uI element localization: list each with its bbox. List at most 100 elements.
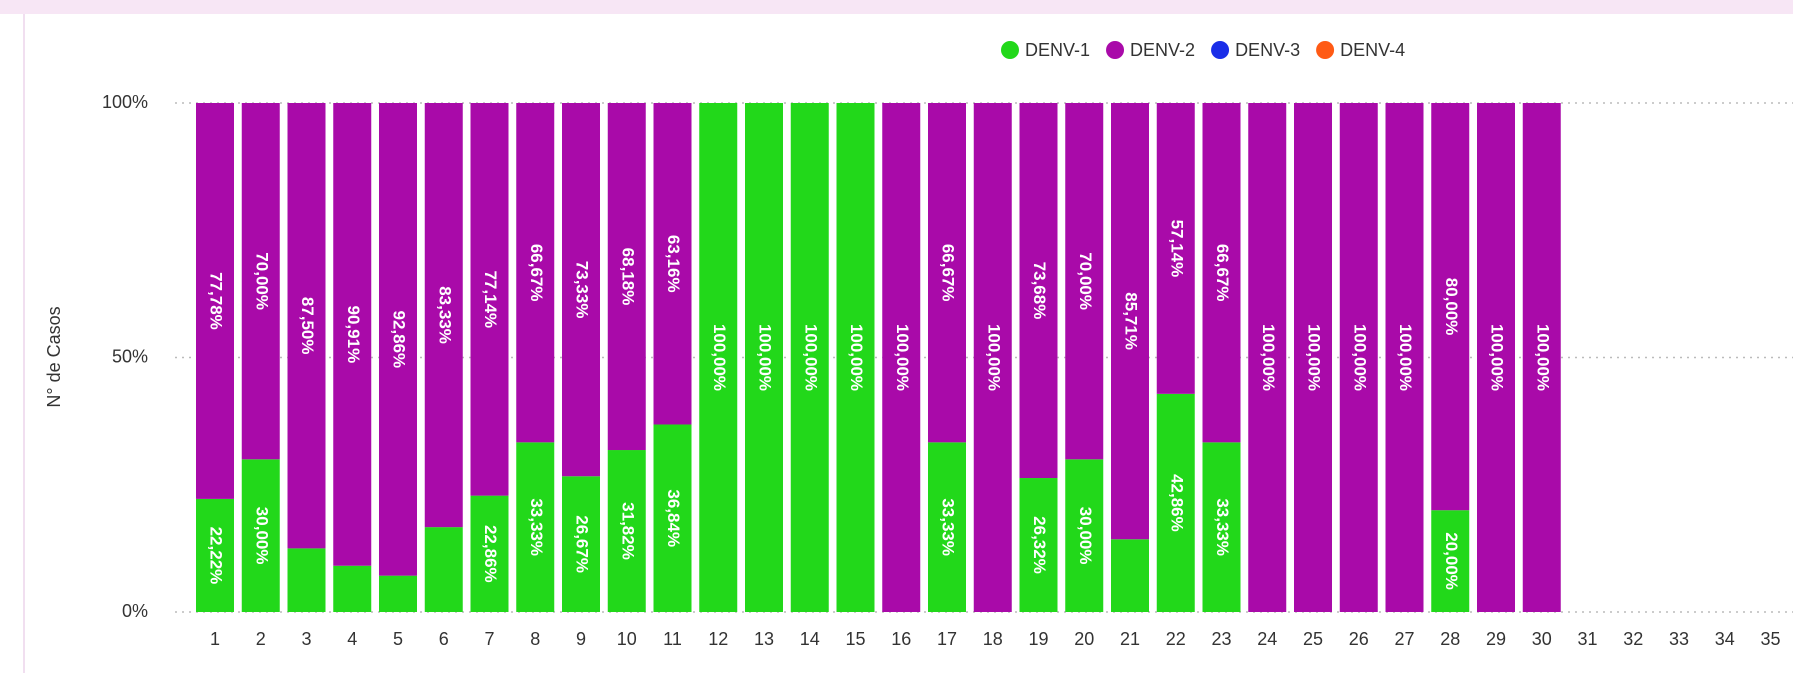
x-tick-label: 14 [800, 629, 820, 649]
bar-segment [745, 103, 783, 612]
data-label: 100,00% [710, 324, 729, 391]
data-label: 85,71% [1122, 292, 1141, 350]
x-tick-label: 15 [845, 629, 865, 649]
x-tick-label: 25 [1303, 629, 1323, 649]
bar-segment [1431, 103, 1470, 511]
x-tick-label: 23 [1211, 629, 1231, 649]
data-label: 70,00% [252, 252, 271, 310]
bar-segment [1019, 478, 1058, 612]
bar-segment [1111, 539, 1149, 612]
data-label: 70,00% [1076, 252, 1095, 310]
data-label: 73,68% [1030, 262, 1049, 320]
bar-segment [1385, 103, 1424, 612]
x-tick-label: 3 [301, 629, 311, 649]
y-tick-label: 0% [122, 601, 148, 621]
data-label: 63,16% [664, 235, 683, 293]
bar-segment [1477, 103, 1515, 612]
bar-segment [1431, 510, 1470, 612]
data-label: 66,67% [939, 244, 958, 302]
bar-segment [836, 103, 875, 612]
x-tick-label: 27 [1394, 629, 1414, 649]
x-tick-label: 33 [1669, 629, 1689, 649]
bar-segment [653, 424, 692, 612]
x-tick-label: 22 [1166, 629, 1186, 649]
data-label: 100,00% [1259, 324, 1278, 391]
data-label: 66,67% [1213, 244, 1232, 302]
data-label: 77,14% [481, 270, 500, 328]
bar-segment [333, 565, 372, 612]
data-label: 57,14% [1167, 220, 1186, 278]
y-tick-label: 50% [112, 346, 148, 366]
bar-segment [470, 103, 509, 496]
legend-label: DENV-3 [1235, 40, 1300, 60]
bar-segment [470, 495, 509, 612]
data-label: 100,00% [847, 324, 866, 391]
bar-segment [241, 459, 280, 612]
x-tick-label: 32 [1623, 629, 1643, 649]
bar-segment [287, 548, 326, 612]
x-tick-label: 34 [1715, 629, 1735, 649]
x-tick-label: 12 [708, 629, 728, 649]
data-label: 30,00% [252, 507, 271, 565]
data-label: 100,00% [1488, 324, 1507, 391]
data-label: 100,00% [1533, 324, 1552, 391]
x-tick-label: 1 [210, 629, 220, 649]
bar-segment [1065, 459, 1104, 612]
legend-label: DENV-2 [1130, 40, 1195, 60]
x-tick-label: 18 [983, 629, 1003, 649]
bar-segment [1339, 103, 1378, 612]
data-label: 26,67% [573, 515, 592, 573]
bar-segment [699, 103, 738, 612]
data-label: 26,32% [1030, 516, 1049, 574]
data-label: 100,00% [1350, 324, 1369, 391]
bar-segment [424, 103, 463, 528]
bar-segment [516, 442, 555, 612]
bar-segment [196, 103, 234, 499]
data-label: 83,33% [435, 286, 454, 344]
bar-segment [562, 476, 600, 612]
data-label: 31,82% [618, 502, 637, 560]
bar-segment [287, 103, 326, 549]
x-tick-label: 10 [617, 629, 637, 649]
data-label: 68,18% [618, 248, 637, 306]
bar-segment [516, 103, 555, 443]
x-tick-label: 35 [1760, 629, 1780, 649]
bar-segment [882, 103, 921, 612]
bar-segment [333, 103, 372, 566]
x-tick-label: 31 [1577, 629, 1597, 649]
data-label: 20,00% [1442, 532, 1461, 590]
x-tick-label: 6 [439, 629, 449, 649]
data-label: 66,67% [527, 244, 546, 302]
bar-segment [973, 103, 1012, 612]
bar-segment [607, 103, 646, 451]
bar-segment [241, 103, 280, 460]
data-label: 77,78% [207, 272, 226, 330]
bar-segment [1294, 103, 1332, 612]
x-tick-label: 13 [754, 629, 774, 649]
bar-segment [790, 103, 829, 612]
x-tick-label: 30 [1532, 629, 1552, 649]
y-tick-label: 100% [102, 92, 148, 112]
bar-segment [1156, 393, 1195, 612]
bar-segment [1065, 103, 1104, 460]
legend-label: DENV-4 [1340, 40, 1405, 60]
bar-segment [196, 498, 234, 612]
x-tick-label: 24 [1257, 629, 1277, 649]
x-tick-label: 11 [663, 629, 682, 649]
bar-segment [1202, 103, 1241, 443]
legend-marker [1211, 41, 1230, 59]
data-label: 42,86% [1167, 474, 1186, 532]
data-label: 22,22% [207, 527, 226, 585]
y-axis-title: N° de Casos [44, 306, 64, 407]
bar-segment [653, 103, 692, 425]
data-label: 100,00% [756, 324, 775, 391]
bar-segment [379, 575, 417, 612]
legend-label: DENV-1 [1025, 40, 1090, 60]
x-tick-label: 4 [347, 629, 357, 649]
x-tick-label: 16 [891, 629, 911, 649]
x-tick-label: 28 [1440, 629, 1460, 649]
x-tick-label: 21 [1120, 629, 1140, 649]
data-label: 100,00% [984, 324, 1003, 391]
x-tick-label: 2 [256, 629, 266, 649]
legend-marker [1316, 41, 1335, 59]
